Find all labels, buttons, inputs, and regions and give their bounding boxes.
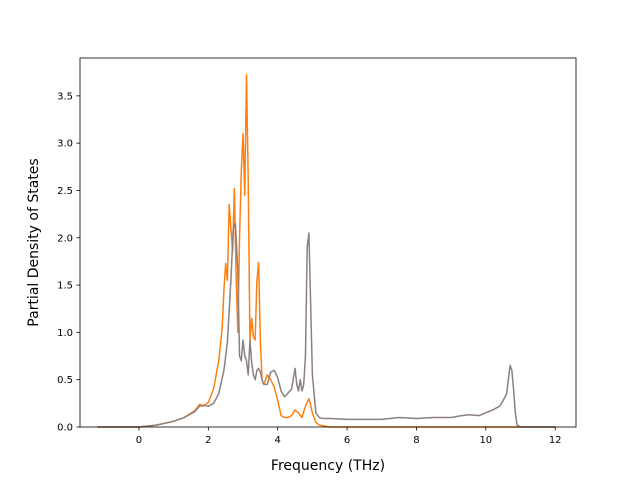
plot-background [80,58,576,427]
y-tick-label: 0.5 [57,375,73,386]
y-tick-label: 2.5 [57,186,73,197]
x-tick-label: 0 [136,435,142,446]
x-tick-label: 8 [413,435,419,446]
y-tick-label: 0.0 [57,423,73,434]
series-line-2 [97,222,556,428]
y-tick-label: 2.0 [57,233,73,244]
x-tick-label: 2 [205,435,211,446]
y-tick-label: 3.5 [57,91,73,102]
x-tick-label: 12 [549,435,562,446]
y-tick-label: 1.5 [57,281,73,292]
plot-frame [79,57,577,428]
x-tick-label: 6 [344,435,350,446]
x-axis-label: Frequency (THz) [271,458,385,474]
series-layer [97,74,556,428]
y-tick-label: 3.0 [57,139,73,150]
y-tick-label: 1.0 [57,328,73,339]
x-axis: 0 2 4 6 8 10 12 [136,427,562,446]
series-line-1 [97,74,556,428]
y-axis-label: Partial Density of States [26,158,42,326]
x-tick-label: 10 [479,435,492,446]
x-tick-label: 4 [275,435,281,446]
y-axis: 0.0 0.5 1.0 1.5 2.0 2.5 3.0 3.5 [57,91,80,434]
